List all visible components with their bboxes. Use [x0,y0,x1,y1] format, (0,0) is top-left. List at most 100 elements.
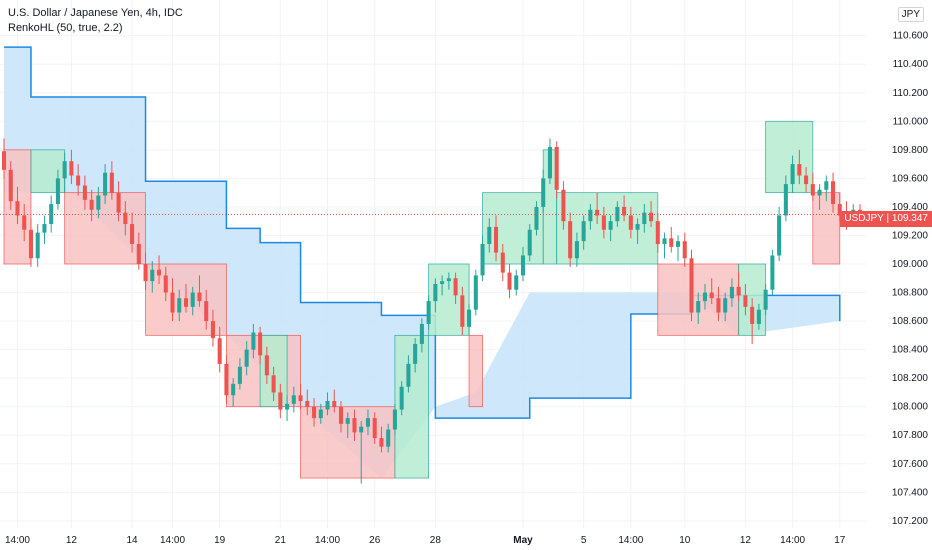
candle-body [480,244,485,276]
candle-body [35,232,40,259]
candle-body [217,338,222,364]
y-axis-tick-label: 110.000 [893,116,929,127]
candle-body [716,298,721,313]
candle-body [426,301,431,324]
candle-body [103,172,108,196]
candle-body [210,321,215,339]
indicator-legend[interactable]: RenkoHL (50, true, 2.2) [8,22,123,34]
candle-body [365,418,370,427]
candle-body [460,295,465,327]
candle-body [419,323,424,344]
candle-body [170,292,175,313]
candle-body [291,395,296,404]
x-axis-tick-label: 14:00 [315,535,340,546]
candle-body [62,161,67,179]
x-axis-tick-label: 14:00 [5,535,30,546]
candle-body [116,192,121,213]
candle-body [55,178,60,205]
x-axis-tick-label: 12 [66,535,78,546]
candle-body [494,226,499,253]
renko-zone-down [812,192,841,265]
candle-body [649,212,654,222]
candle-body [244,349,249,367]
candle-body [554,146,559,190]
candle-body [285,403,290,410]
x-axis-tick-label: 12 [740,535,752,546]
candle-body [251,332,256,350]
candle-body [453,278,458,296]
candle-body [743,295,748,307]
candle-body [581,221,586,242]
candle-body [123,212,128,225]
x-axis-tick-label: 21 [275,535,287,546]
candle-body [601,215,606,230]
x-axis-tick-label: 14:00 [618,535,643,546]
candle-body [622,206,627,216]
candle-body [500,252,505,273]
candle-body [642,212,647,225]
renko-zone-up [556,192,659,265]
y-axis-tick-label: 109.000 [892,259,929,270]
candle-body [615,206,620,222]
candle-body [305,400,310,407]
candle-body [359,426,364,433]
x-axis-tick-label: May [513,535,533,546]
candle-body [224,363,229,396]
candle-body [372,418,377,439]
candle-body [379,438,384,447]
renko-band-line [4,46,841,419]
candle-body [386,429,391,447]
candle-body [352,418,357,433]
renko-zone-up [482,192,544,265]
candle-body [467,309,472,327]
x-axis-tick-label: 19 [214,535,226,546]
candle-body [15,201,20,216]
candle-body [675,241,681,247]
candle-body [608,221,613,230]
y-axis-tick-label: 110.200 [893,88,929,99]
candle-body [541,178,546,207]
candle-body [446,278,451,282]
candle-body [136,244,141,264]
candle-body [69,161,74,176]
candle-body [76,175,81,186]
candle-body [777,215,782,256]
candle-body [406,363,411,387]
y-axis-tick-label: 108.200 [892,373,929,384]
currency-button[interactable]: JPY [897,7,924,22]
candle-body [709,292,714,299]
candle-body [750,306,755,324]
candle-body [797,164,802,176]
last-price-separator: | [886,213,892,224]
x-axis-tick-label: 14:00 [780,535,805,546]
candle-body [130,224,135,245]
candle-body [655,221,660,245]
candle-body [318,409,323,419]
candle-body [669,238,674,247]
candle-body [831,181,836,205]
candle-body [89,199,94,210]
candle-body [345,418,350,424]
candle-body [702,292,707,302]
candle-body [96,195,101,210]
y-axis-tick-label: 110.600 [893,31,929,42]
x-axis-tick-label: 14 [127,535,139,546]
last-price-value: 109.347 [891,213,928,224]
candle-body [109,172,114,193]
x-axis-tick-label: 10 [679,535,691,546]
candle-body [325,400,330,410]
candle-body [177,298,182,313]
candle-body [278,392,283,410]
y-axis-tick-label: 108.800 [892,288,929,299]
candle-body [696,301,701,313]
candle-body [197,292,202,302]
candle-body [514,275,519,290]
candle-body [440,281,445,284]
candle-body [561,189,566,222]
y-axis-tick-label: 108.000 [892,402,929,413]
y-axis-tick-label: 107.200 [892,516,929,527]
candle-body [763,289,768,310]
candle-body [534,206,539,230]
y-axis-tick-label: 109.600 [892,173,929,184]
